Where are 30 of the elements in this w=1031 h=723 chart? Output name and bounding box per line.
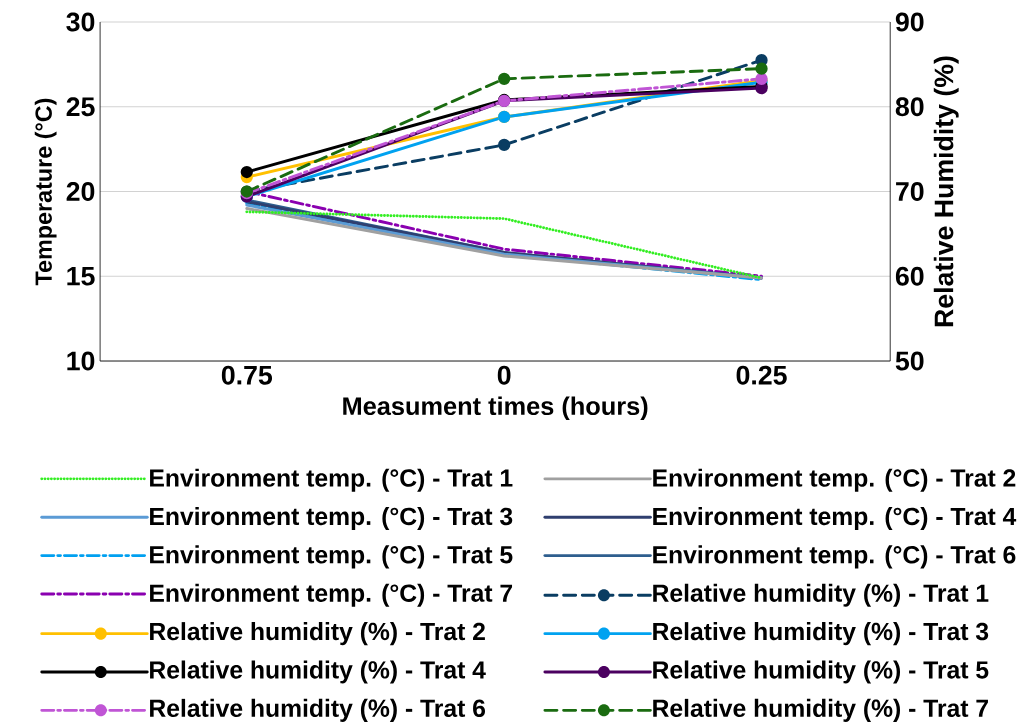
- y2-tick-label: 50: [895, 351, 924, 371]
- x-axis-title: Measument times (hours): [343, 396, 648, 420]
- legend-label: Environment temp. (°C) - Trat 5: [150, 545, 513, 569]
- y-tick-label: 20: [66, 181, 95, 201]
- legend-label: Relative humidity (%) - Trat 4: [150, 660, 486, 684]
- legend-label: Relative humidity (%) - Trat 2: [150, 621, 485, 645]
- y-tick-label: 15: [67, 266, 95, 286]
- x-tick-label: 0.25: [736, 365, 787, 385]
- y2-tick-label: 90: [895, 12, 924, 32]
- legend-label: Environment temp. (°C) - Trat 6: [653, 545, 1016, 569]
- x-tick-label: 0: [497, 365, 511, 385]
- legend-label: Relative humidity (%) - Trat 7: [653, 698, 988, 722]
- y-tick-label: 30: [66, 12, 95, 32]
- y2-tick-label: 80: [895, 97, 924, 117]
- legend-label: Relative humidity (%) - Trat 1: [653, 583, 989, 607]
- legend-label: Environment temp. (°C) - Trat 4: [653, 506, 1017, 530]
- legend-label: Relative humidity (%) - Trat 3: [653, 621, 989, 645]
- legend-label: Relative humidity (%) - Trat 5: [653, 660, 989, 684]
- y2-tick-label: 70: [896, 181, 924, 201]
- legend-label: Environment temp. (°C) - Trat 1: [150, 468, 513, 492]
- y-tick-label: 25: [66, 97, 95, 117]
- y2-axis-title: Relative Humidity (%): [933, 56, 959, 327]
- legend-label: Environment temp. (°C) - Trat 2: [653, 468, 1016, 492]
- legend-label: Environment temp. (°C) - Trat 7: [150, 583, 513, 607]
- x-tick-label: 0.75: [221, 365, 273, 385]
- legend-label: Environment temp. (°C) - Trat 3: [150, 506, 513, 530]
- y2-tick-label: 60: [895, 266, 924, 286]
- y-axis-title: Temperature (°C): [34, 98, 57, 286]
- legend-label: Relative humidity (%) - Trat 6: [150, 698, 486, 722]
- y-tick-label: 10: [67, 351, 95, 371]
